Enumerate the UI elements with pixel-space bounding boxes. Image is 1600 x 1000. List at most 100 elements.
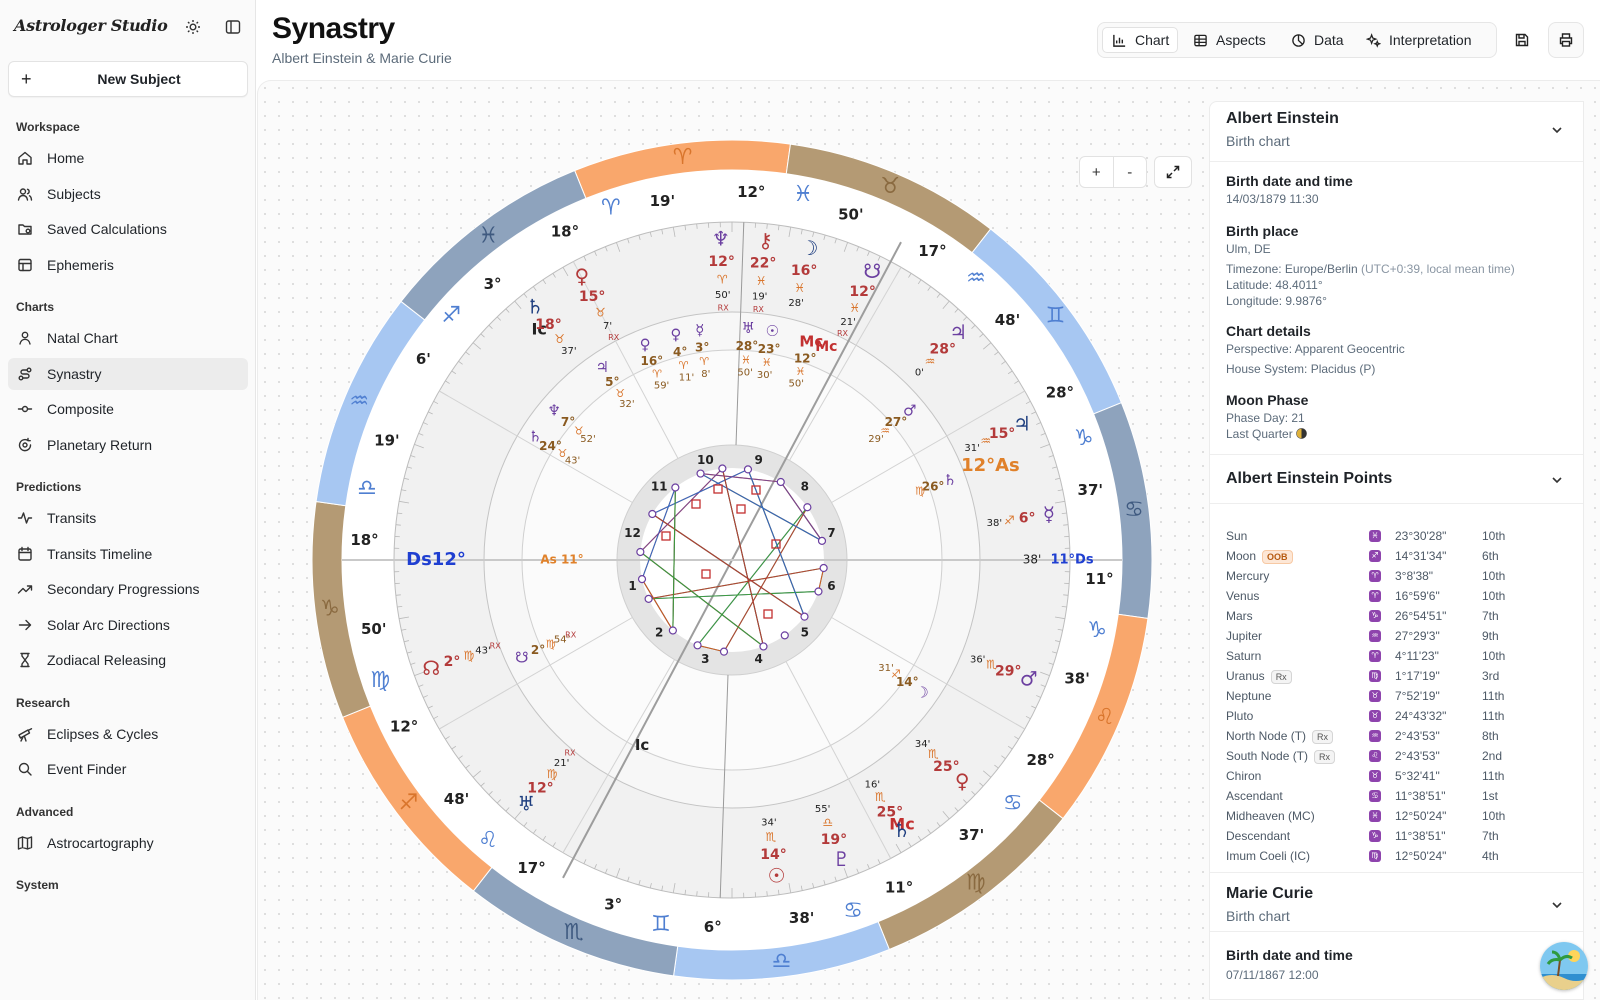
sidebar-item-secondary-progressions[interactable]: Secondary Progressions <box>8 573 248 605</box>
zoom-in-button[interactable]: + <box>1080 157 1114 187</box>
degree-tick <box>1007 370 1013 375</box>
degree-tick <box>403 477 409 480</box>
point-row: North Node (T) Rx ♒ 2°43'53" 8th <box>1226 726 1566 746</box>
degree-tick <box>397 605 403 608</box>
sidebar-item-transits[interactable]: Transits <box>8 502 248 534</box>
degree-tick <box>552 273 556 278</box>
planet-a-degree: 25° <box>877 805 903 821</box>
house-number: 6 <box>827 579 835 593</box>
degree-tick <box>1025 715 1031 720</box>
sidebar-item-natal-chart[interactable]: Natal Chart <box>8 322 248 354</box>
planet-b-minutes: 50' <box>789 378 804 389</box>
planet-a-sign: ♓ <box>849 301 860 315</box>
sidebar-item-zodiacal-releasing[interactable]: Zodiacal Releasing <box>8 644 248 676</box>
zodiac-glyph: ♈ <box>673 145 693 170</box>
person-b-birth-value: 07/11/1867 12:00 <box>1226 968 1319 982</box>
sidebar-toggle-button[interactable] <box>220 14 246 40</box>
sidebar-item-label: Home <box>47 150 85 166</box>
planet-a-rx: RX <box>564 749 576 758</box>
panel-left-icon <box>225 20 241 34</box>
desc-label: Ds12° <box>406 549 466 570</box>
sidebar-item-astrocartography[interactable]: Astrocartography <box>8 827 248 859</box>
degree-tick <box>661 885 664 891</box>
degree-tick <box>542 279 547 285</box>
tab-interpretation[interactable]: Interpretation <box>1357 27 1480 53</box>
degree-tick <box>451 370 457 375</box>
zodiac-glyph: ♑ <box>320 596 340 621</box>
person-b-header[interactable]: Marie Curie Birth chart <box>1210 872 1583 932</box>
degree-tick <box>418 684 424 687</box>
aspect-line <box>697 644 725 653</box>
sidebar-item-transits-timeline[interactable]: Transits Timeline <box>8 538 248 570</box>
tab-aspects[interactable]: Aspects <box>1184 27 1274 53</box>
sidebar-item-subjects[interactable]: Subjects <box>8 178 248 210</box>
tab-data[interactable]: Data <box>1282 27 1352 53</box>
point-degree: 27°29'3" <box>1395 629 1440 643</box>
save-button[interactable] <box>1504 22 1540 58</box>
degree-tick <box>414 671 424 676</box>
planet-a-degree: 12° <box>527 780 553 796</box>
new-subject-button[interactable]: + New Subject <box>8 61 248 97</box>
synastry-wheel[interactable]: ♈♉♊♋♌♍♎♏♐♑♒♓ 18°♈ 19'12° ♓50'17°♒48'28°♑37'… <box>312 140 1152 980</box>
person-b-birth-title: Birth date and time <box>1226 947 1353 963</box>
sidebar-item-eclipses-cycles[interactable]: Eclipses & Cycles <box>8 718 248 750</box>
degree-minutes: 37' <box>1078 481 1103 499</box>
planet-a-minutes: 34' <box>915 739 930 750</box>
degree-tick <box>458 755 463 759</box>
planet-b-degree: 12° <box>794 351 817 365</box>
degree-tick <box>908 273 912 278</box>
planet-b-minutes: 54' <box>554 634 569 645</box>
planet-a-minutes: 21' <box>840 317 855 328</box>
degree-tick <box>583 859 587 864</box>
tab-chart[interactable]: Chart <box>1102 27 1179 53</box>
print-button[interactable] <box>1548 22 1584 58</box>
moon-phase-title: Moon Phase <box>1226 392 1309 408</box>
point-degree: 23°30'28" <box>1395 529 1447 543</box>
degree-tick <box>401 489 407 492</box>
planet-a-sign: ♒ <box>925 355 936 369</box>
fullscreen-button[interactable] <box>1154 156 1192 188</box>
sidebar-item-synastry[interactable]: Synastry <box>8 357 248 390</box>
degree-tick <box>696 891 698 897</box>
theme-toggle-button[interactable] <box>180 14 206 40</box>
degree-tick <box>414 444 424 449</box>
degree-tick <box>1054 616 1065 620</box>
sidebar-item-planetary-return[interactable]: Planetary Return <box>8 429 248 461</box>
chevron-down-icon <box>1552 902 1562 909</box>
point-name: Mercury <box>1226 569 1270 583</box>
sidebar-item-composite[interactable]: Composite <box>8 393 248 425</box>
degree-tick <box>867 864 870 869</box>
house-number: 1 <box>628 579 636 593</box>
point-house: 6th <box>1482 549 1499 563</box>
planet-b-glyph: ☿ <box>695 321 704 339</box>
sidebar-item-saved-calculations[interactable]: Saved Calculations <box>8 213 248 245</box>
point-degree: 2°43'53" <box>1395 749 1440 763</box>
point-sign-badge: ♐ <box>1369 550 1381 562</box>
degree-tick <box>401 628 407 631</box>
degree-tick <box>823 879 826 886</box>
degree-label: 12° <box>390 718 418 736</box>
sidebar-item-ephemeris[interactable]: Ephemeris <box>8 249 248 281</box>
sidebar-item-event-finder[interactable]: Event Finder <box>8 753 248 785</box>
page-title: Synastry <box>272 12 395 45</box>
nav-group-title: Research <box>16 695 71 710</box>
ic-label: Ic <box>531 320 546 339</box>
zoom-out-button[interactable]: - <box>1127 163 1133 181</box>
points-header[interactable]: Albert Einstein Points <box>1210 454 1583 504</box>
sidebar-item-solar-arc-directions[interactable]: Solar Arc Directions <box>8 609 248 641</box>
point-row: Imum Coeli (IC) ♍ 12°50'24" 4th <box>1226 846 1566 866</box>
sidebar-item-home[interactable]: Home <box>8 142 248 174</box>
sidebar-item-label: Transits Timeline <box>47 545 153 562</box>
tab-interpretation-label: Interpretation <box>1389 32 1472 48</box>
user-avatar[interactable] <box>1540 942 1588 990</box>
point-name: Chiron <box>1226 769 1262 783</box>
planet-b-sign: ♈ <box>652 368 662 381</box>
degree-sign: ♌ <box>478 828 498 853</box>
inner-asc-label: As 11° <box>540 553 583 567</box>
planet-a-degree: 22° <box>750 256 776 272</box>
timezone-line: Timezone: Europe/Berlin (UTC+0:39, local… <box>1226 262 1515 276</box>
person-a-header[interactable]: Albert Einstein Birth chart <box>1210 102 1583 162</box>
aspect-endpoint <box>718 464 727 473</box>
nav-group-title: Advanced <box>16 804 74 819</box>
